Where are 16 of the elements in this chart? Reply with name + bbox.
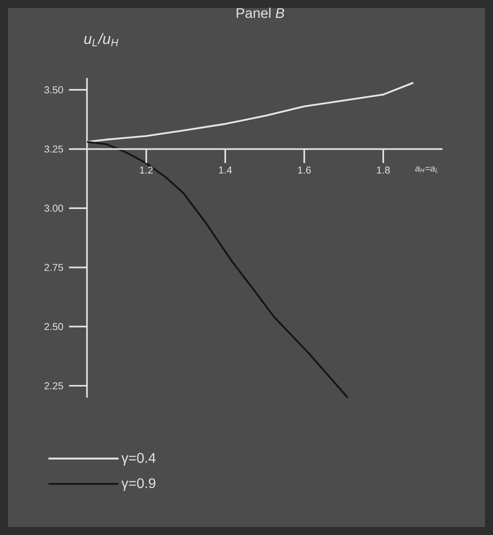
y-tick-label: 2.75 [44,264,64,271]
x-tick-label: 1.2 [140,166,153,174]
x-tick-label: 1.6 [298,166,311,174]
legend-label: γ=0.9 [121,478,156,491]
y-tick-label: 3.00 [44,204,64,212]
chart-title: Panel B [236,8,284,18]
y-axis-title: u$_{L}$/u$_{H}$ [84,33,118,46]
legend-label: γ=0.4 [121,452,156,466]
y-tick-label: 3.50 [44,86,64,94]
y-tick-label: 2.25 [44,382,64,390]
x-axis-title: a$_{H}$=a$_{L}$ [415,166,438,172]
y-tick-label: 3.25 [44,145,64,153]
y-tick-label: 2.50 [44,323,64,330]
x-tick-label: 1.4 [219,166,232,174]
x-tick-label: 1.8 [377,166,390,174]
line-series [86,141,349,398]
